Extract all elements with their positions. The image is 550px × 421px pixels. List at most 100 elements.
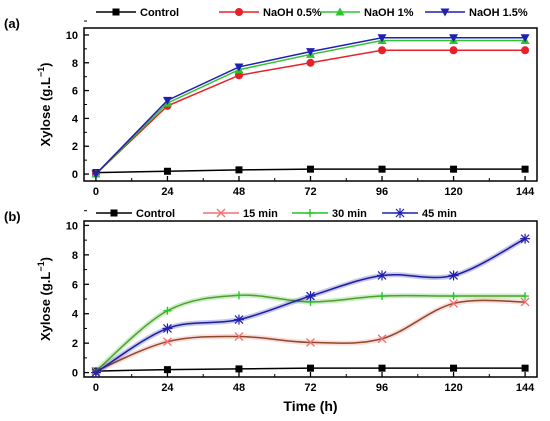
legend-item: NaOH 0.5% (219, 7, 322, 19)
data-point (306, 58, 315, 67)
data-point (377, 334, 387, 344)
data-point (234, 63, 244, 72)
y-tick-label: 10 (66, 30, 78, 42)
legend-item: 15 min (203, 208, 278, 220)
legend-label: Control (136, 208, 175, 220)
data-point (307, 364, 314, 372)
y-label-superscript: −1 (36, 261, 46, 271)
legend-label: 30 min (332, 208, 367, 220)
y-label-superscript: −1 (36, 67, 46, 77)
y-label-main: Xylose (g.L (38, 77, 53, 146)
y-axis-label: Xylose (g.L−1) (36, 257, 53, 341)
panel-label: (a) (4, 16, 20, 31)
legend-item: Control (96, 208, 175, 220)
legend-marker (440, 8, 450, 17)
data-point (377, 34, 387, 43)
legend-marker (235, 8, 243, 16)
legend-item: NaOH 1% (320, 7, 414, 19)
x-tick-label: 96 (376, 382, 388, 394)
data-point (234, 332, 244, 341)
x-tick-label: 0 (93, 382, 99, 394)
data-point (521, 165, 529, 173)
data-point (163, 167, 171, 175)
y-tick-label: 0 (72, 368, 78, 380)
data-point (448, 270, 459, 281)
marker-stroke (162, 337, 172, 347)
legend-marker (306, 209, 314, 217)
data-point (449, 292, 458, 301)
series-45-min (90, 233, 531, 378)
x-tick-label: 24 (161, 186, 174, 198)
legend-label: Control (140, 7, 179, 19)
legend-marker (395, 208, 405, 218)
legend-label: NaOH 1.5% (469, 7, 528, 19)
x-tick-label: 72 (304, 382, 316, 394)
legend-item: 45 min (382, 208, 457, 220)
series-30-min (91, 291, 530, 376)
x-tick-label: 72 (304, 186, 316, 198)
data-point (450, 364, 458, 372)
legend-label: NaOH 1% (364, 7, 414, 19)
marker-stroke (216, 208, 226, 218)
data-point (449, 34, 459, 43)
x-tick-label: 144 (516, 186, 535, 198)
data-point (306, 337, 315, 347)
series-halo (94, 297, 526, 374)
data-point (378, 165, 386, 173)
marker-stroke (234, 332, 244, 341)
data-point (163, 306, 172, 315)
data-point (520, 34, 530, 43)
legend-label: 45 min (422, 208, 457, 220)
x-tick-label: 24 (161, 382, 174, 394)
y-tick-label: 4 (72, 309, 79, 321)
data-point (378, 292, 387, 301)
series-15-min (91, 297, 530, 376)
legend-marker (335, 7, 345, 16)
y-label-main: Xylose (g.L (38, 272, 53, 341)
data-point (449, 46, 458, 55)
data-point (378, 46, 387, 55)
x-tick-label: 48 (233, 186, 245, 198)
x-tick-label: 120 (444, 186, 462, 198)
data-point (377, 270, 388, 281)
y-tick-label: 0 (72, 169, 78, 181)
data-point (235, 166, 243, 174)
y-tick-label: 8 (72, 250, 78, 262)
series-line (95, 299, 526, 372)
data-point (235, 365, 243, 373)
data-point (234, 71, 243, 80)
marker-stroke (520, 297, 530, 307)
data-point (521, 292, 530, 301)
data-point (163, 366, 171, 374)
legend-item: Control (96, 7, 179, 19)
series-control (92, 165, 529, 177)
x-tick-label: 96 (376, 186, 388, 198)
y-tick-label: 8 (72, 58, 78, 70)
data-point (520, 233, 531, 244)
legend-marker (216, 208, 226, 218)
y-tick-label: 10 (66, 220, 78, 232)
y-label-tail: ) (38, 63, 53, 67)
legend-marker (112, 8, 120, 16)
data-point (520, 297, 530, 307)
series-naoh-1-5- (91, 34, 530, 179)
y-tick-label: 2 (72, 338, 78, 350)
data-point (449, 298, 459, 308)
data-point (378, 364, 386, 372)
data-point (233, 314, 244, 325)
data-point (162, 337, 172, 347)
y-tick-label: 6 (72, 86, 78, 98)
series-line (95, 36, 526, 175)
series-line (95, 49, 526, 175)
x-axis-label: Time (h) (283, 398, 337, 414)
panel-label: (b) (4, 209, 21, 224)
legend-label: NaOH 0.5% (263, 7, 322, 19)
x-tick-label: 0 (93, 186, 99, 198)
legend-item: 30 min (292, 208, 367, 220)
data-point (305, 291, 316, 302)
legend-label: 15 min (243, 208, 278, 220)
data-point (162, 96, 172, 105)
data-point (521, 364, 529, 372)
